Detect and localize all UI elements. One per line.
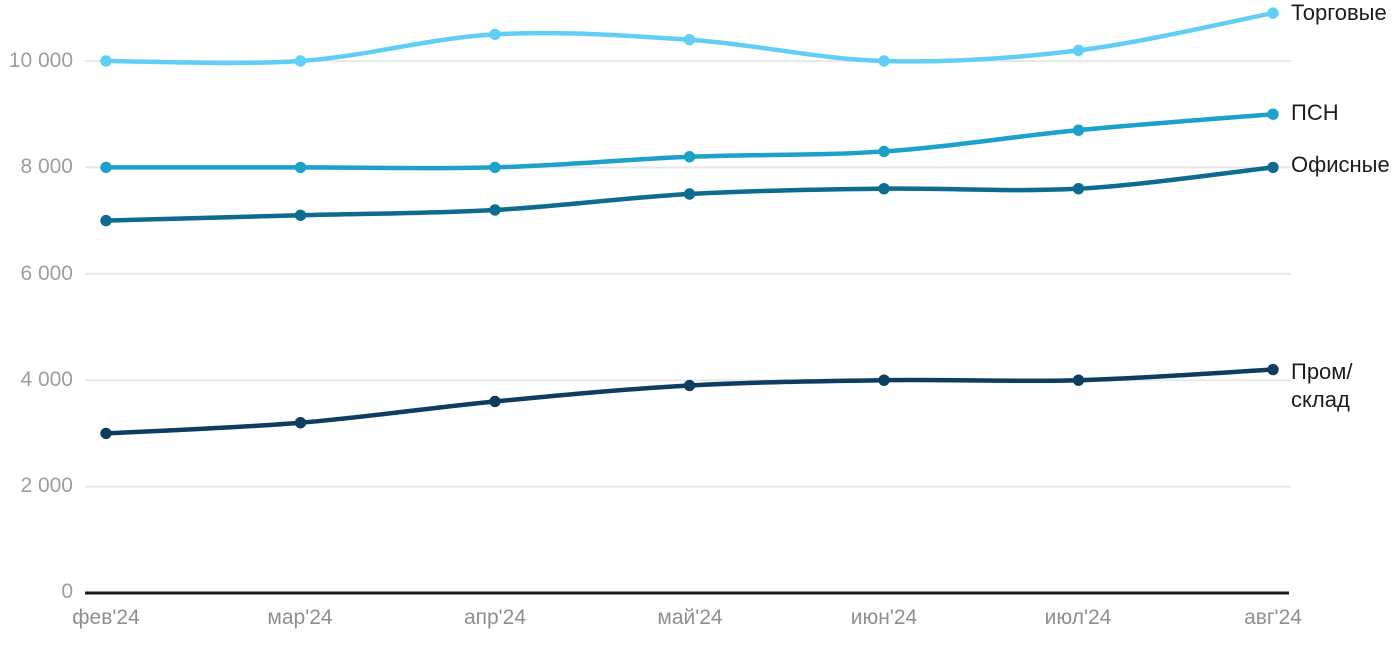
x-axis-tick-mar24: мар'24 <box>267 606 333 629</box>
data-point[interactable] <box>489 204 501 216</box>
data-point[interactable] <box>489 161 501 174</box>
x-axis-tick-aug24: авг'24 <box>1244 606 1302 629</box>
data-point[interactable] <box>878 55 890 67</box>
data-point[interactable] <box>1267 7 1279 19</box>
series-label-psn: ПСН <box>1291 100 1339 125</box>
x-axis-tick-may24: май'24 <box>657 606 723 629</box>
y-axis-tick-4000: 4 000 <box>20 368 73 391</box>
series-label-ofisnye: Офисные <box>1291 152 1390 177</box>
series-label-prom-sklad: Пром/склад <box>1291 359 1353 412</box>
data-point[interactable] <box>878 182 890 195</box>
series-label-torgovye: Торговые <box>1291 0 1387 25</box>
data-point[interactable] <box>489 395 501 408</box>
data-point[interactable] <box>1072 374 1085 386</box>
series-line <box>103 367 1276 436</box>
data-point[interactable] <box>878 145 890 158</box>
data-point[interactable] <box>1072 124 1085 136</box>
data-point[interactable] <box>294 209 307 221</box>
data-point[interactable] <box>1267 363 1279 376</box>
data-point[interactable] <box>683 188 696 200</box>
x-axis-tick-jul24: июл'24 <box>1044 606 1112 629</box>
y-axis-tick-8000: 8 000 <box>20 155 73 178</box>
data-point[interactable] <box>1072 44 1085 57</box>
data-point[interactable] <box>878 374 890 386</box>
data-point[interactable] <box>489 28 501 41</box>
data-point[interactable] <box>1072 182 1085 195</box>
data-point[interactable] <box>683 379 696 392</box>
data-point[interactable] <box>683 34 696 46</box>
x-axis-tick-feb24: фев'24 <box>72 606 140 629</box>
x-axis-tick-jun24: июн'24 <box>850 606 918 629</box>
x-axis-tick-apr24: апр'24 <box>463 606 527 629</box>
data-point[interactable] <box>683 151 696 163</box>
data-point[interactable] <box>100 161 112 174</box>
data-point[interactable] <box>294 161 307 174</box>
y-axis-tick-0: 0 <box>61 580 73 603</box>
y-axis-tick-10000: 10 000 <box>8 49 73 72</box>
data-point[interactable] <box>1267 108 1279 120</box>
data-point[interactable] <box>294 55 307 67</box>
data-point[interactable] <box>294 417 307 429</box>
data-point[interactable] <box>1267 161 1279 174</box>
y-axis-tick-2000: 2 000 <box>20 474 73 497</box>
data-point[interactable] <box>100 427 112 440</box>
data-point[interactable] <box>100 214 112 227</box>
data-point[interactable] <box>100 55 112 67</box>
y-axis-tick-6000: 6 000 <box>20 262 73 285</box>
